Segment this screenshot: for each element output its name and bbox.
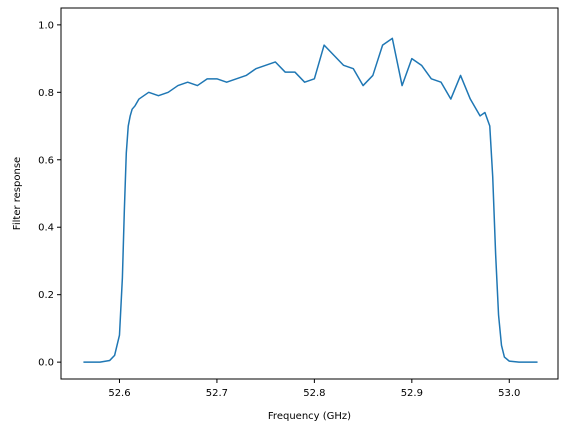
y-tick-label: 0.2	[38, 290, 54, 301]
y-tick-label: 0.6	[38, 155, 54, 166]
plot-layer	[83, 37, 538, 363]
x-tick-label: 52.8	[303, 388, 325, 399]
y-tick-label: 1.0	[38, 20, 54, 31]
x-axis-label: Frequency (GHz)	[268, 411, 351, 422]
y-tick-label: 0.8	[38, 88, 54, 99]
y-tick-label: 0.0	[38, 358, 54, 369]
y-tick-label: 0.4	[38, 223, 54, 234]
ticks-layer: 52.6 52.7 52.8 52.9 53.0 0.0 0.2 0.4 0.6 0.8 1.0	[38, 20, 520, 399]
series-line-0	[83, 37, 538, 363]
x-tick-label: 53.0	[498, 388, 520, 399]
axes-frame	[60, 7, 559, 380]
y-axis-label: Filter response	[12, 157, 23, 230]
x-tick-label: 52.6	[108, 388, 130, 399]
x-tick-label: 52.7	[206, 388, 228, 399]
x-tick-label: 52.9	[401, 388, 423, 399]
